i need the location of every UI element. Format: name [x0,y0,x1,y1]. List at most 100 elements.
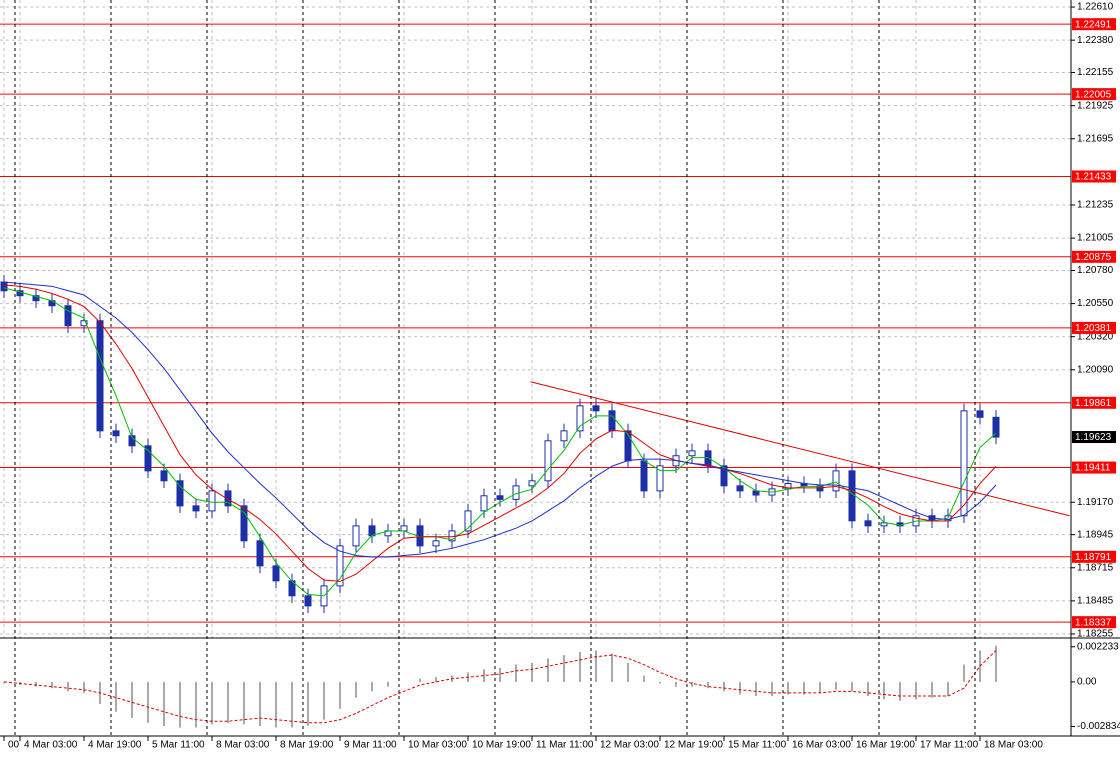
candle-body [720,465,728,487]
level-label-box [1072,250,1116,263]
histogram-bar [787,681,789,695]
candle-body [960,410,968,517]
x-tick-label: 18 Mar 03:00 [984,740,1043,751]
histogram-bar [195,681,197,728]
histogram-bar [323,681,325,720]
histogram-bar [771,681,773,697]
histogram-bar [739,681,741,695]
x-tick-label: 16 Mar 03:00 [792,740,851,751]
x-tick-label: 8 Mar 19:00 [280,740,334,751]
y-tick-label: 1.20320 [1077,331,1114,342]
level-label-box [1072,170,1116,183]
histogram-bar [387,681,389,687]
candle-body [304,595,312,607]
candle-body [544,440,552,482]
last-price-box [1072,431,1116,444]
histogram-bar [371,681,373,692]
y-tick-label: 1.18485 [1077,596,1114,607]
indicator-line [3,284,997,582]
histogram-bar [67,681,69,692]
candle-body [848,470,856,522]
level-label: 1.18791 [1075,552,1112,563]
histogram-bar [755,681,757,697]
level-label-box [1072,88,1116,101]
level-label-box [1072,461,1116,474]
histogram-bar [499,667,501,682]
level-label-box [1072,616,1116,629]
candle-body [128,435,136,447]
candle-body [256,540,264,567]
level-label-box [1072,396,1116,409]
histogram-bar [355,681,357,698]
x-tick-label: 12 Mar 19:00 [664,740,723,751]
candle-body [832,470,840,492]
candle-body [992,416,1000,438]
oscillator-panel [3,645,997,728]
candle-body [656,465,664,492]
candle-body [464,510,472,532]
histogram-bar [627,663,629,682]
histogram-bar [963,664,965,682]
candle-body [528,480,536,487]
histogram-bar [291,681,293,728]
histogram-bar [931,681,933,698]
histogram-bar [35,681,37,687]
histogram-bar [483,669,485,682]
histogram-bar [899,681,901,701]
candle-body [176,480,184,507]
candle-body [688,450,696,457]
histogram-bar [227,681,229,723]
candle-body [160,470,168,482]
x-tick-label: 9 Mar 11:00 [344,740,397,751]
histogram-bar [707,681,709,689]
level-label: 1.20875 [1075,252,1112,263]
histogram-bar [819,681,821,693]
x-tick-label: 10 Mar 03:00 [408,740,467,751]
histogram-bar [611,653,613,682]
candle-body [192,505,200,512]
histogram-bar [83,681,85,693]
y-tick-label: 1.21695 [1077,133,1114,144]
level-label: 1.22005 [1075,89,1112,100]
level-label: 1.21433 [1075,172,1112,183]
histogram-bar [435,677,437,682]
y-tick-label: 1.20550 [1077,298,1114,309]
histogram-bar [947,681,949,697]
x-tick-label: 16 Mar 19:00 [856,740,915,751]
candle-body [336,545,344,587]
level-label: 1.22491 [1075,19,1112,30]
candle-body [480,495,488,512]
y-tick-label: 1.22610 [1077,2,1114,13]
y-tick-label: 1.20780 [1077,265,1114,276]
histogram-bar [307,681,309,726]
y-tick-label: -0.002834 [1077,721,1120,732]
histogram-bar [547,658,549,682]
last-price-label: 1.19623 [1075,432,1112,443]
histogram-bar [851,681,853,692]
candle-body [32,295,40,302]
indicator-line [3,281,997,558]
candle-body [640,460,648,492]
histogram-bar [595,650,597,682]
x-tick-label: 4 Mar 03:00 [24,740,78,751]
candle-body [112,430,120,437]
y-tick-label: 0.00 [1077,677,1097,688]
histogram-bar [691,681,693,687]
y-tick-label: 1.21925 [1077,100,1114,111]
candle-body [80,320,88,327]
y-tick-label: 1.21235 [1077,200,1114,211]
histogram-bar [115,681,117,712]
level-label: 1.19861 [1075,398,1112,409]
y-tick-label: 1.20090 [1077,364,1114,375]
candle-body [272,565,280,582]
histogram-bar [659,681,661,684]
histogram-bar [867,681,869,697]
trend-line [530,381,1070,517]
candle-body [96,320,104,432]
histogram-bar [275,681,277,728]
level-label-box [1072,18,1116,31]
x-tick-label: 8 Mar 03:00 [216,740,270,751]
x-tick-label: 5 Mar 11:00 [152,740,205,751]
candle-body [864,520,872,527]
